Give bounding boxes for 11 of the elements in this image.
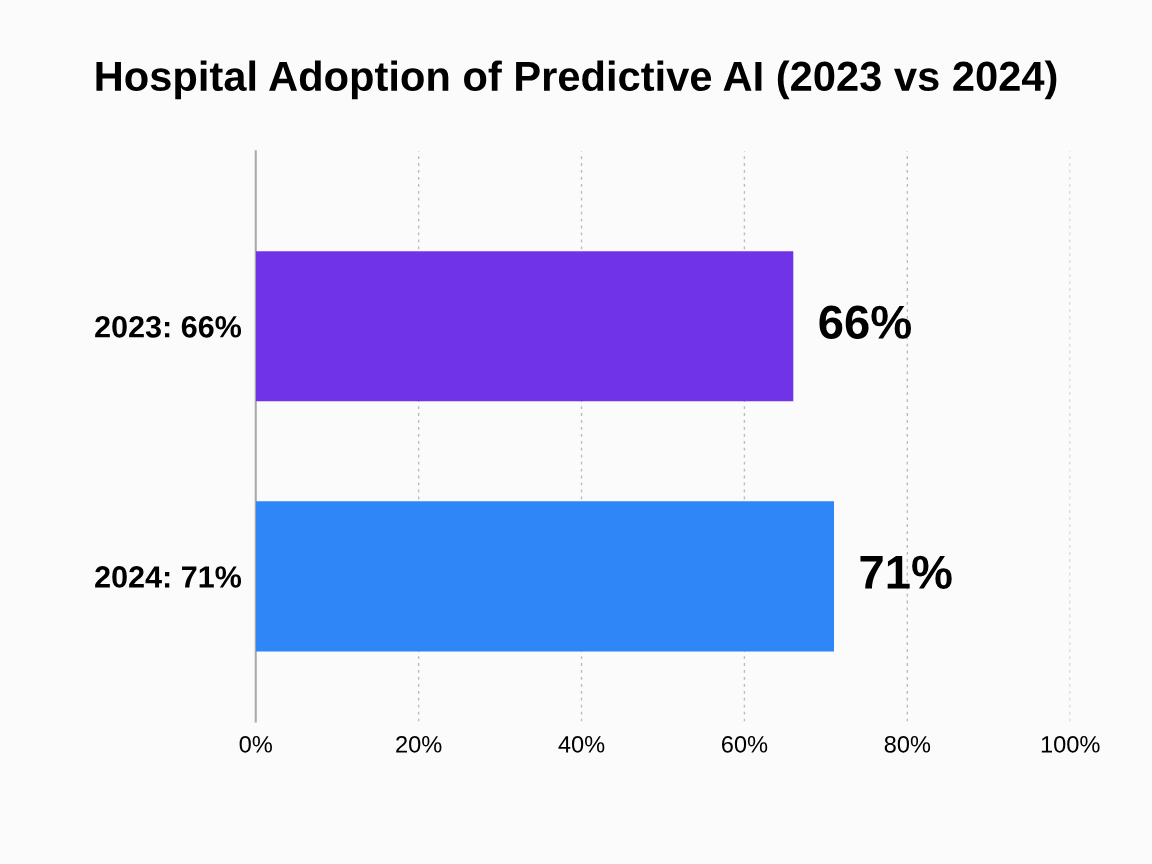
x-tick-label: 80% <box>884 735 931 753</box>
data-label: 71% <box>860 555 952 589</box>
x-tick-label: 20% <box>396 735 442 753</box>
data-label: 66% <box>819 305 911 339</box>
x-tick-label: 40% <box>558 735 605 753</box>
chart-title: Hospital Adoption of Predictive AI (2023 vs 2024) <box>96 60 1057 100</box>
x-tick-label: 60% <box>721 735 768 753</box>
x-tick-label: 100% <box>1041 735 1100 753</box>
y-tick-label: 2023: 66% <box>95 316 242 338</box>
y-tick-label: 2024: 71% <box>95 566 242 588</box>
x-tick-label: 0% <box>239 735 272 753</box>
